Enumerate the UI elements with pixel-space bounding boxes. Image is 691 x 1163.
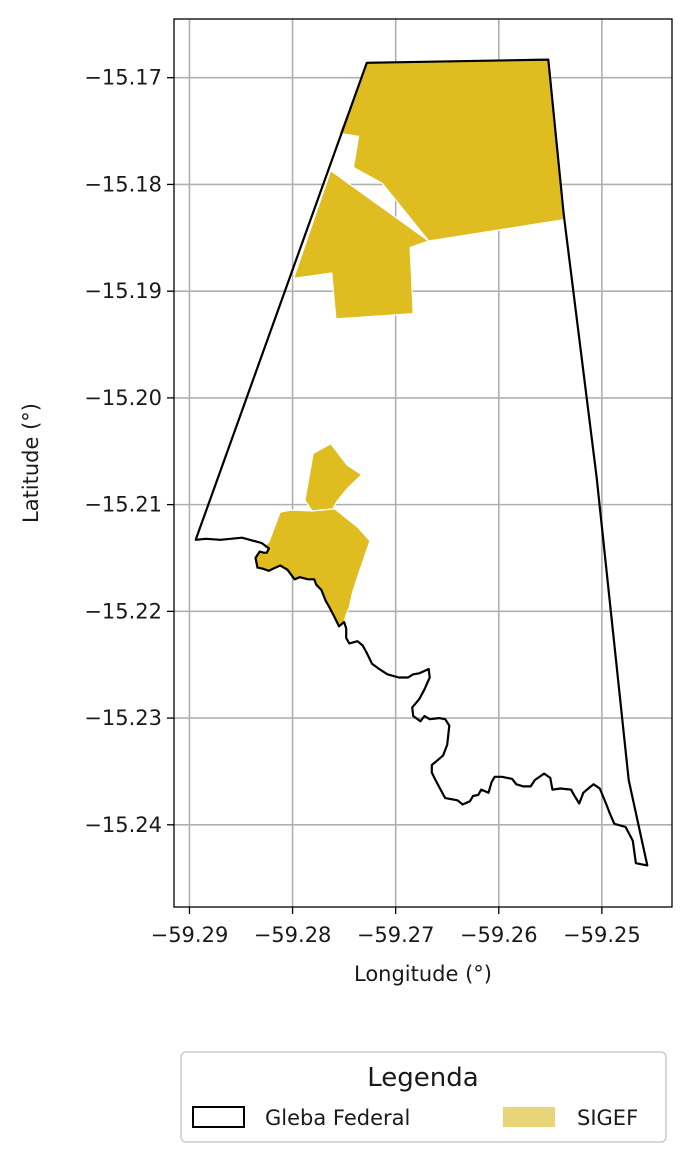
x-tick-label: −59.25 (563, 923, 641, 947)
plot-frame (173, 18, 673, 908)
y-tick-label: −15.20 (84, 386, 162, 410)
x-axis-label: Longitude (°) (354, 962, 492, 986)
gleba-federal-outline (194, 58, 649, 867)
sigef-parcel-3 (304, 443, 363, 512)
sigef-parcel-2 (293, 170, 430, 320)
legend-label-sigef: SIGEF (577, 1106, 638, 1130)
y-axis-label: Latitude (°) (19, 403, 43, 523)
y-tick-label: −15.18 (84, 172, 162, 196)
legend-label-gleba-federal: Gleba Federal (265, 1106, 410, 1130)
y-tick-label: −15.19 (84, 279, 162, 303)
legend-swatch-gleba-federal (192, 1106, 245, 1128)
x-tick-label: −59.26 (460, 923, 538, 947)
y-tick-label: −15.23 (84, 706, 162, 730)
legend: Legenda Gleba Federal SIGEF (180, 1051, 667, 1143)
x-axis-ticks: −59.29 −59.28 −59.27 −59.26 −59.25 (151, 907, 641, 947)
y-tick-label: −15.21 (84, 493, 162, 517)
legend-title: Legenda (367, 1063, 478, 1093)
y-axis-ticks: −15.17 −15.18 −15.19 −15.20 −15.21 −15.22 −15.… (84, 66, 174, 837)
y-tick-label: −15.22 (84, 599, 162, 623)
y-tick-label: −15.24 (84, 813, 162, 837)
gleba-federal-layer (194, 58, 649, 867)
legend-swatch-sigef (503, 1107, 555, 1127)
x-tick-label: −59.29 (151, 923, 229, 947)
x-tick-label: −59.27 (357, 923, 435, 947)
x-tick-label: −59.28 (254, 923, 332, 947)
sigef-layer (254, 58, 565, 627)
y-tick-label: −15.17 (84, 66, 162, 90)
